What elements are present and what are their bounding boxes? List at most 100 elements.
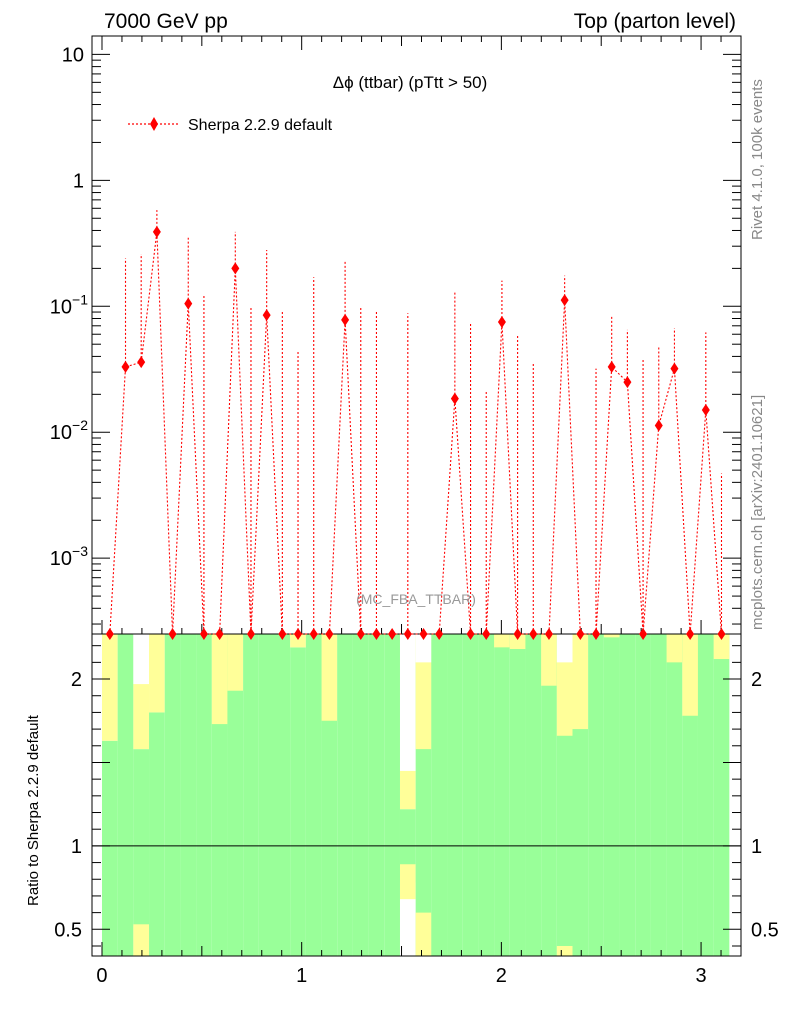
series-point [184,297,193,310]
series-point [199,628,208,640]
ratio-band-inner [462,634,479,956]
ratio-ytick-label-right: 2 [751,669,762,691]
main-ytick-label: 1 [73,170,84,192]
ratio-band-inner [494,634,510,956]
ratio-band-inner [274,634,291,956]
ratio-band-inner [149,712,165,956]
main-series [105,210,726,640]
ratio-band-inner [603,634,620,956]
ratio-ylabel: Ratio to Sherpa 2.2.9 default [25,714,42,906]
legend-label: Sherpa 2.2.9 default [188,117,333,134]
ratio-band-outer-high [509,634,526,650]
series-point [701,404,710,417]
series-point [717,628,726,640]
series-point [403,628,412,640]
series-point [623,376,632,389]
main-ytick-label: 10 [62,44,84,66]
ratio-band-inner [697,634,714,956]
ratio-band-outer-high [415,634,432,750]
ratio-band-inner [243,634,259,956]
series-point [356,628,365,640]
series-point [278,628,287,640]
ratio-band-inner [509,634,526,956]
ratio-band-inner [525,634,542,956]
ratio-band-inner [352,634,369,956]
ratio-band-gap [556,634,573,663]
series-point [152,225,161,238]
series-point [372,628,381,640]
series-point [168,628,177,640]
series-point [513,628,522,640]
ratio-band-inner [666,634,683,956]
ratio-band-inner [478,634,495,956]
ratio-band-gap [399,634,416,771]
ratio-band-outer-high [290,634,306,648]
ratio-band-outer-high [541,634,557,686]
series-point [466,628,475,640]
ratio-band-inner [635,634,651,956]
ratio-band-inner [384,634,400,956]
ratio-band-outer-high [211,634,228,725]
ratio-band-inner [305,634,322,956]
ratio-band-inner [431,634,448,956]
ratio-band-inner [117,634,134,956]
series-point [592,628,601,640]
ratio-bands [92,634,741,956]
legend-marker [150,117,158,131]
series-point [419,628,428,640]
series-point [105,628,114,640]
ratio-band-inner [368,634,385,956]
ratio-band-outer-low [133,924,150,956]
series-point [560,294,569,307]
ratio-band-outer-high [321,634,338,721]
series-point [482,628,491,640]
ratio-band-outer-high [149,634,165,713]
series-point [529,628,538,640]
ratio-band-gap-low [399,899,416,956]
ratio-band-inner [227,634,244,956]
series-point [341,313,350,326]
series-point [576,628,585,640]
series-point [231,262,240,275]
series-point [639,628,648,640]
side-label-mcplots: mcplots.cern.ch [arXiv:2401.10621] [749,395,766,630]
main-plot-title: Δϕ (ttbar) (pTtt > 50) [333,73,488,92]
series-point [325,628,334,640]
ratio-xtick-label: 3 [695,965,706,987]
header-right: Top (parton level) [574,10,736,33]
ratio-band-inner [541,634,557,956]
ratio-band-outer-low [399,864,416,900]
header-left: 7000 GeV pp [104,10,228,33]
ratio-band-inner [133,749,150,926]
main-ytick-label: 10−2 [50,417,88,444]
watermark: (MC_FBA_TTBAR) [356,591,476,607]
ratio-band-inner [713,634,730,956]
series-point [215,628,224,640]
side-label-rivet: Rivet 4.1.0, 100k events [749,79,766,240]
legend: Sherpa 2.2.9 default [128,117,333,134]
ratio-band-outer-high [603,634,620,638]
ratio-ytick-label-right: 0.5 [751,919,779,941]
series-point [497,316,506,329]
ratio-band-outer-low [556,945,573,956]
ratio-ytick-label-right: 1 [751,836,762,858]
series-line [109,231,723,635]
ratio-ytick-label: 0.5 [54,919,82,941]
ratio-ytick-label: 2 [71,669,82,691]
ratio-band-inner [619,634,636,956]
ratio-band-gap-extra [415,634,432,663]
ratio-band-outer-high [227,634,244,691]
ratio-band-outer-high [682,634,698,716]
ratio-band-outer-high [666,634,683,663]
ratio-band-outer-high [494,634,510,648]
ratio-band-gap [133,634,150,685]
ratio-band-inner [101,740,118,956]
ratio-band-inner [337,634,353,956]
ratio-band-inner [180,634,197,956]
ratio-xtick-label: 2 [496,965,507,987]
series-point [544,628,553,640]
ratio-band-outer-high [713,634,730,660]
series-point [388,628,397,640]
ratio-band-inner [196,634,212,956]
